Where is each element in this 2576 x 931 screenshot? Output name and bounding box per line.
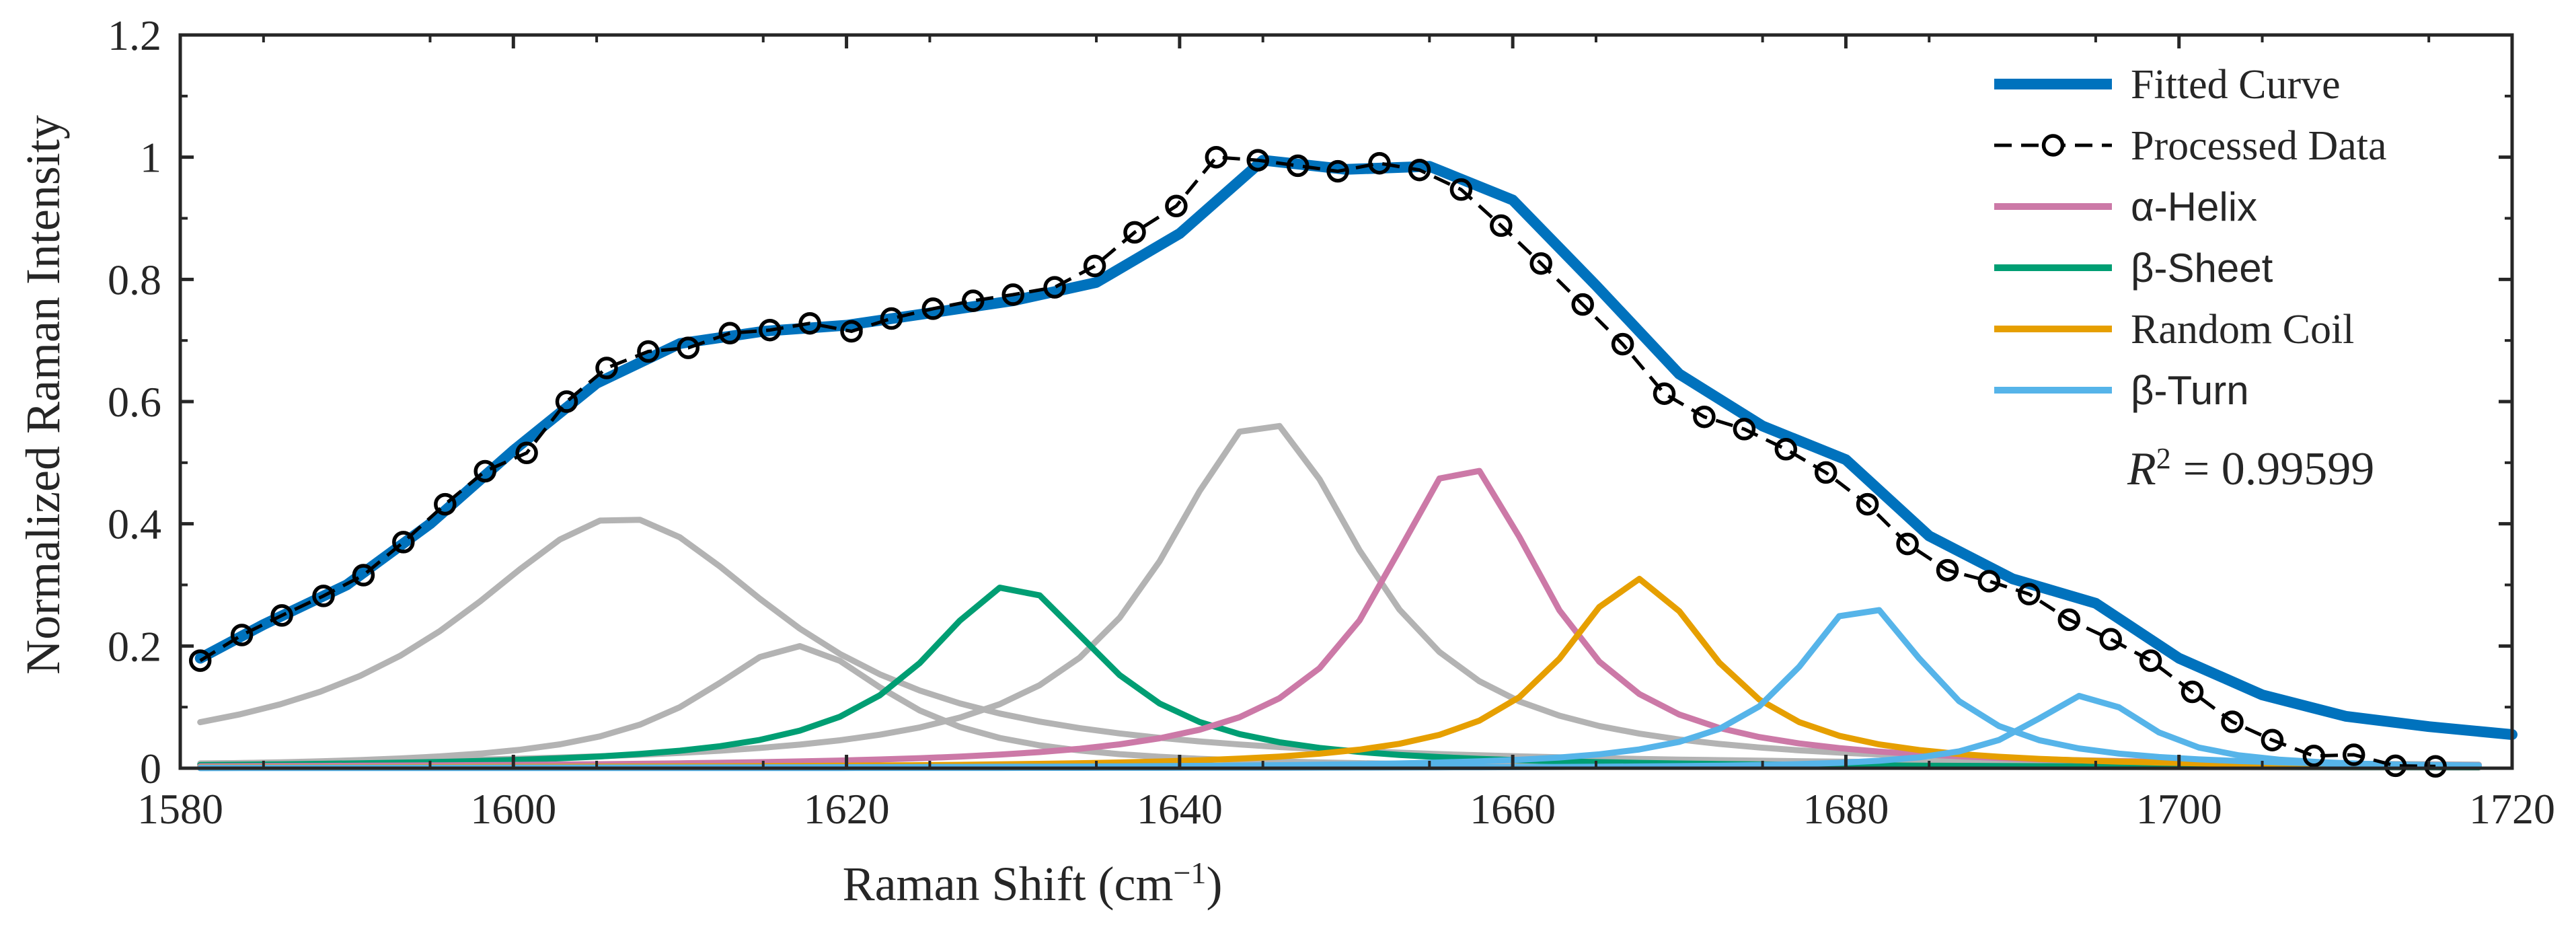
processed-data-point: [1977, 570, 2001, 593]
processed-data-point: [1490, 214, 1513, 237]
y-tick-label: 1: [140, 134, 161, 182]
x-tick-label: 1680: [1803, 785, 1889, 833]
processed-data-point: [1856, 492, 1879, 516]
legend-item-turn-label: β-Turn: [2131, 368, 2249, 413]
processed-data-point: [1286, 154, 1310, 178]
processed-data-point: [2099, 628, 2122, 651]
r-squared-annotation: R2 = 0.99599: [2127, 442, 2374, 496]
y-tick-label: 0.8: [108, 256, 161, 303]
processed-data-point: [1205, 145, 1228, 169]
processed-data-point: [392, 531, 415, 554]
processed-data-point: [2057, 608, 2081, 632]
processed-data-point: [2384, 754, 2407, 778]
tick-labels: 1580 1600 1620 1640 1660 1680 1700 1720 0 0.2 0.4 0…: [108, 11, 2555, 833]
processed-data-point: [962, 289, 985, 312]
processed-data-point: [1368, 151, 1391, 175]
processed-data-point: [1936, 558, 1959, 582]
processed-data-point: [188, 649, 212, 672]
processed-data-point: [230, 624, 254, 646]
processed-data-point: [1733, 418, 1756, 441]
x-tick-label: 1700: [2136, 785, 2222, 833]
processed-data-point: [1774, 438, 1798, 461]
processed-data-point: [1246, 149, 1269, 172]
processed-data-point: [1449, 178, 1473, 201]
processed-data-point: [2302, 745, 2326, 768]
processed-data-point: [2342, 743, 2365, 766]
legend-item-processed-label: Processed Data: [2131, 123, 2386, 169]
processed-data-point: [1896, 532, 1919, 556]
processed-data-point: [880, 307, 903, 330]
x-tick-label: 1580: [137, 785, 223, 833]
x-axis-label: Raman Shift (cm−1): [843, 856, 1223, 911]
processed-data-point: [2181, 680, 2204, 704]
processed-data-point: [473, 459, 496, 483]
processed-data-point: [2139, 649, 2162, 672]
legend-item-processed-marker: [2041, 134, 2065, 157]
y-tick-label: 0.4: [108, 500, 161, 548]
x-tick-label: 1640: [1137, 785, 1223, 833]
processed-data-point: [798, 311, 821, 335]
y-axis-label: Normalized Raman Intensity: [16, 115, 70, 675]
processed-data-point: [555, 390, 578, 413]
processed-data-layer: [188, 145, 2447, 778]
processed-data-point: [434, 492, 457, 516]
processed-data-point: [1653, 382, 1676, 405]
processed-data-point: [1043, 276, 1066, 299]
processed-data-point: [1611, 332, 1634, 356]
processed-data-point: [2261, 729, 2284, 751]
x-tick-label: 1620: [804, 785, 890, 833]
y-tick-label: 0: [140, 745, 161, 792]
x-tick-label: 1600: [470, 785, 556, 833]
processed-data-point: [270, 604, 293, 627]
processed-data-point: [515, 441, 538, 465]
processed-data-point: [1001, 283, 1024, 306]
processed-data-point: [1571, 293, 1594, 316]
x-tick-label: 1660: [1470, 785, 1556, 833]
processed-data-point: [2018, 583, 2041, 605]
processed-data-point: [677, 336, 700, 359]
processed-data-point: [1529, 252, 1552, 275]
processed-data-point: [1408, 158, 1431, 182]
processed-data-point: [2221, 710, 2244, 733]
processed-data-point: [718, 322, 741, 345]
processed-data-point: [1693, 405, 1716, 429]
legend-item-coil-label: Random Coil: [2131, 307, 2354, 352]
processed-data-point: [840, 320, 863, 343]
processed-data-point: [921, 297, 945, 320]
processed-data-point: [1326, 159, 1349, 183]
legend-item-sheet-label: β-Sheet: [2131, 246, 2273, 291]
axes: [178, 33, 2514, 770]
processed-data-point: [595, 357, 618, 379]
y-tick-label: 0.6: [108, 378, 161, 426]
processed-data-point: [352, 564, 375, 587]
processed-data-point: [758, 318, 782, 342]
processed-data-point: [312, 585, 335, 607]
legend-item-fitted-label: Fitted Curve: [2131, 62, 2341, 108]
processed-data-point: [1165, 194, 1188, 218]
processed-data-point: [637, 340, 660, 363]
y-tick-label: 0.2: [108, 622, 161, 670]
legend: Fitted Curve Processed Data α-Helix β-Sheet…: [1994, 62, 2386, 413]
x-tick-label: 1720: [2469, 785, 2555, 833]
y-tick-label: 1.2: [108, 11, 161, 59]
legend-item-helix-label: α-Helix: [2131, 184, 2257, 229]
processed-data-point: [2424, 755, 2447, 778]
processed-data-point: [1814, 461, 1838, 484]
processed-data-point: [1083, 254, 1106, 278]
processed-data-point: [1123, 221, 1146, 244]
